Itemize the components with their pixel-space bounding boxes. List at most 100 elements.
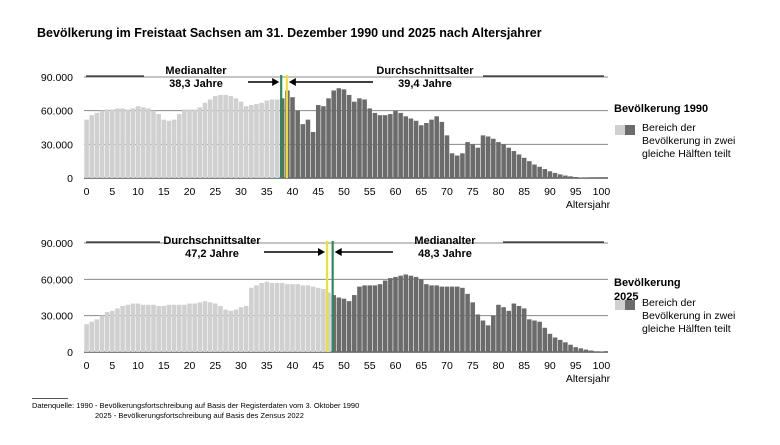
x-tick-label: 95: [570, 186, 582, 198]
legend-swatch-dark: [625, 300, 635, 310]
bar: [310, 131, 316, 178]
bar: [125, 109, 131, 178]
bar: [326, 292, 331, 352]
bar: [485, 325, 491, 352]
legend-text-1990: Bereich der Bevölkerung in zwei gleiche …: [642, 122, 736, 160]
bar: [120, 305, 125, 352]
bar: [362, 99, 367, 178]
bar: [352, 101, 357, 178]
bar: [475, 314, 481, 352]
bar: [140, 304, 146, 352]
x-tick-label: 75: [467, 186, 479, 198]
bar: [501, 307, 506, 352]
x-tick-label: 95: [570, 360, 582, 372]
source-line-2: 2025 - Bevölkerungsfortschreibung auf Ba…: [95, 411, 304, 420]
x-tick-label: 5: [109, 360, 115, 372]
bar: [501, 144, 506, 178]
y-tick-label: 60.000: [41, 106, 73, 118]
bar: [110, 109, 115, 178]
chart-title: Bevölkerung im Freistaat Sachsen am 31. …: [37, 26, 542, 40]
bar: [135, 106, 141, 178]
bar: [480, 135, 486, 178]
bar: [321, 106, 326, 178]
bar: [290, 284, 295, 352]
bar: [594, 351, 599, 352]
bar: [434, 116, 439, 178]
bar: [352, 295, 357, 352]
bar: [84, 324, 89, 352]
bar: [151, 304, 156, 352]
bar: [475, 147, 481, 178]
bar: [418, 279, 424, 352]
bar: [315, 287, 321, 352]
x-tick-label: 60: [390, 186, 402, 198]
legend-swatch-light: [615, 125, 625, 135]
x-tick-label: 50: [338, 186, 350, 198]
bar: [511, 151, 517, 178]
bar: [228, 310, 234, 352]
x-tick-label: 45: [312, 360, 324, 372]
bar: [295, 284, 300, 352]
bar: [269, 282, 275, 352]
mean-annotation-value: 47,2 Jahre: [185, 248, 239, 260]
x-tick-label: 75: [467, 360, 479, 372]
bar: [110, 310, 115, 352]
bar: [578, 348, 584, 352]
bar: [424, 123, 429, 178]
bar: [197, 302, 203, 352]
bar: [398, 275, 403, 352]
bar: [341, 298, 347, 352]
bar: [135, 303, 141, 352]
bar: [532, 320, 537, 352]
bar: [207, 99, 213, 178]
y-tick-label: 90.000: [41, 72, 73, 84]
bar: [140, 107, 146, 178]
bar: [279, 282, 285, 352]
bar: [377, 284, 383, 352]
bar: [496, 142, 501, 178]
bar: [527, 161, 532, 178]
bar: [372, 285, 378, 352]
y-tick-label: 30.000: [41, 311, 73, 323]
bar: [120, 108, 125, 178]
bar: [125, 304, 131, 352]
bar: [367, 108, 373, 178]
bar: [470, 144, 475, 178]
bar: [249, 287, 254, 352]
bar: [233, 309, 239, 352]
bar: [454, 155, 460, 178]
x-tick-label: 100: [593, 186, 611, 198]
bar: [568, 344, 573, 352]
bar: [331, 90, 336, 178]
bar: [429, 119, 434, 178]
bar: [547, 333, 553, 352]
bar: [418, 125, 424, 178]
bar: [424, 284, 429, 352]
bar: [187, 109, 192, 178]
median-annotation-label: Medianalter: [414, 235, 476, 247]
x-tick-label: 40: [287, 186, 299, 198]
bar: [563, 342, 568, 352]
legend-title-1990: Bevölkerung 1990: [614, 103, 709, 115]
bar: [552, 337, 558, 352]
x-tick-label: 40: [287, 360, 299, 372]
bar: [315, 105, 321, 178]
bar: [238, 101, 244, 178]
bar: [537, 166, 542, 178]
bar: [218, 94, 223, 178]
bar: [176, 304, 182, 352]
bar: [382, 115, 388, 178]
bar: [161, 305, 167, 352]
bar: [480, 320, 486, 352]
bar: [243, 305, 249, 352]
bar: [429, 285, 434, 352]
y-tick-label: 0: [67, 347, 73, 359]
x-tick-label: 30: [235, 360, 247, 372]
bar: [300, 124, 306, 178]
bar: [496, 304, 501, 352]
bar: [413, 276, 419, 352]
x-tick-label: 90: [544, 360, 556, 372]
x-tick-label: 85: [518, 360, 530, 372]
bar: [336, 297, 342, 352]
bar: [357, 98, 362, 178]
